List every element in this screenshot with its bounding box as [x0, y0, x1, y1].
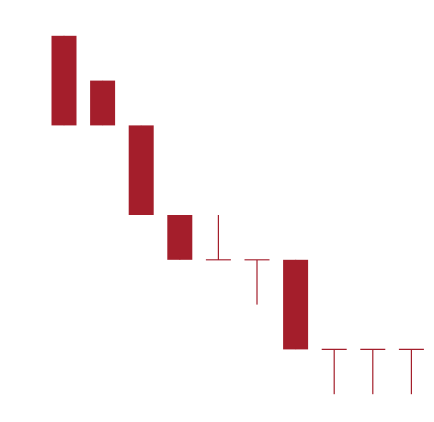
candle [283, 259, 309, 350]
candle [321, 348, 347, 395]
candle-body [51, 35, 77, 126]
candle [398, 348, 424, 395]
candle [244, 259, 270, 305]
candle [167, 215, 193, 260]
candle [128, 125, 154, 215]
candle-body [283, 259, 309, 350]
candle-body [167, 215, 193, 260]
candle [90, 80, 116, 126]
plot-area [51, 35, 424, 395]
candle [360, 348, 386, 395]
candle-body [128, 125, 154, 215]
candle-body [90, 80, 116, 126]
candle [205, 215, 231, 261]
candle [51, 35, 77, 126]
